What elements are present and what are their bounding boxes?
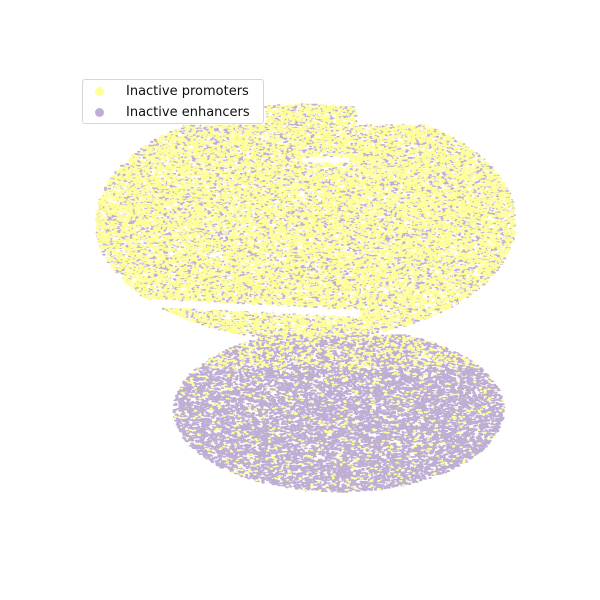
legend-label-enhancers: Inactive enhancers <box>126 104 250 120</box>
legend-marker-promoters <box>95 86 104 96</box>
legend-marker-enhancers <box>95 107 104 117</box>
legend-item-promoters: Inactive promoters <box>95 81 249 101</box>
legend: Inactive promoters Inactive enhancers <box>82 79 264 124</box>
legend-label-promoters: Inactive promoters <box>126 83 249 99</box>
points-inactive-promoters <box>94 103 517 492</box>
scatter-points <box>94 103 517 493</box>
legend-item-enhancers: Inactive enhancers <box>95 102 250 122</box>
